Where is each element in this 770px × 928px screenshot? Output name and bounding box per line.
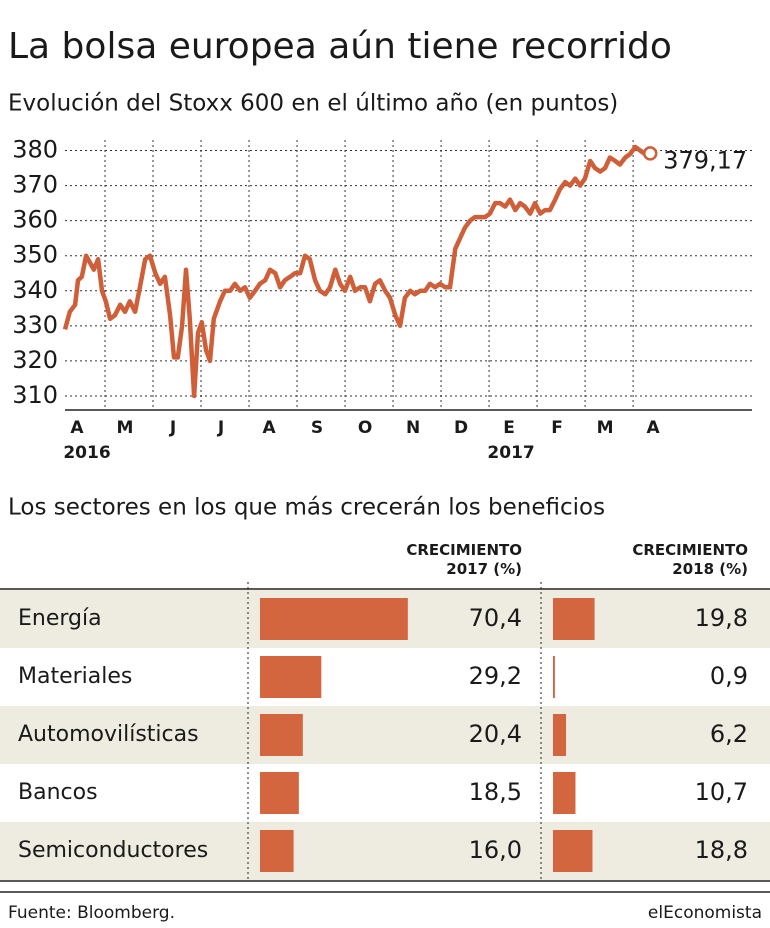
value-label: 20,4 — [469, 720, 522, 748]
row-label: Energía — [18, 606, 102, 631]
price-line — [62, 144, 651, 399]
value-label: 18,5 — [469, 778, 522, 806]
x-tick-label: A — [262, 418, 276, 438]
y-tick-label: 340 — [12, 276, 58, 304]
y-tick-label: 380 — [12, 136, 58, 164]
bar — [260, 714, 303, 756]
bar — [260, 598, 408, 640]
y-tick-label: 310 — [12, 381, 58, 409]
row-label: Automovilísticas — [18, 722, 199, 747]
year-label: 2016 — [63, 443, 110, 463]
bar — [553, 830, 593, 872]
x-tick-label: S — [311, 418, 323, 438]
row-band — [0, 822, 770, 880]
x-tick-label: A — [647, 418, 661, 438]
x-tick-label: M — [597, 418, 614, 438]
section-title: Los sectores en los que más crecerán los… — [8, 495, 605, 521]
y-tick-label: 370 — [12, 171, 58, 199]
value-label: 0,9 — [710, 662, 748, 690]
x-tick-label: A — [70, 418, 84, 438]
y-tick-label: 360 — [12, 206, 58, 234]
year-label: 2017 — [487, 443, 534, 463]
value-label: 19,8 — [695, 604, 748, 632]
y-tick-label: 350 — [12, 241, 58, 269]
row-label: Materiales — [18, 664, 132, 689]
x-tick-label: J — [169, 418, 176, 438]
value-label: 70,4 — [469, 604, 522, 632]
value-label: 18,8 — [695, 836, 748, 864]
bar — [553, 714, 567, 756]
value-label: 16,0 — [469, 836, 522, 864]
bar — [260, 830, 294, 872]
x-tick-label: N — [406, 418, 420, 438]
subtitle: Evolución del Stoxx 600 en el último año… — [8, 91, 618, 117]
y-tick-label: 320 — [12, 346, 58, 374]
row-band — [0, 706, 770, 764]
bar — [553, 598, 595, 640]
column-header: CRECIMIENTO 2017 (%) — [406, 541, 522, 578]
column-header: CRECIMIENTO 2018 (%) — [632, 541, 748, 578]
end-marker — [642, 146, 658, 161]
row-label: Bancos — [18, 780, 98, 805]
bar — [553, 656, 555, 698]
source: Fuente: Bloomberg. — [8, 903, 175, 923]
x-tick-label: D — [454, 418, 468, 438]
value-label: 29,2 — [469, 662, 522, 690]
bar — [260, 656, 322, 698]
bar — [260, 772, 299, 814]
bar — [553, 772, 576, 814]
x-tick-label: J — [217, 418, 224, 438]
x-tick-label: O — [358, 418, 372, 438]
brand: elEconomista — [648, 903, 762, 923]
end-label: 379,17 — [663, 146, 747, 174]
x-tick-label: E — [503, 418, 515, 438]
y-tick-label: 330 — [12, 311, 58, 339]
x-tick-label: F — [551, 418, 563, 438]
row-label: Semiconductores — [18, 838, 208, 863]
title: La bolsa europea aún tiene recorrido — [8, 26, 672, 67]
value-label: 6,2 — [710, 720, 748, 748]
value-label: 10,7 — [695, 778, 748, 806]
x-tick-label: M — [117, 418, 134, 438]
